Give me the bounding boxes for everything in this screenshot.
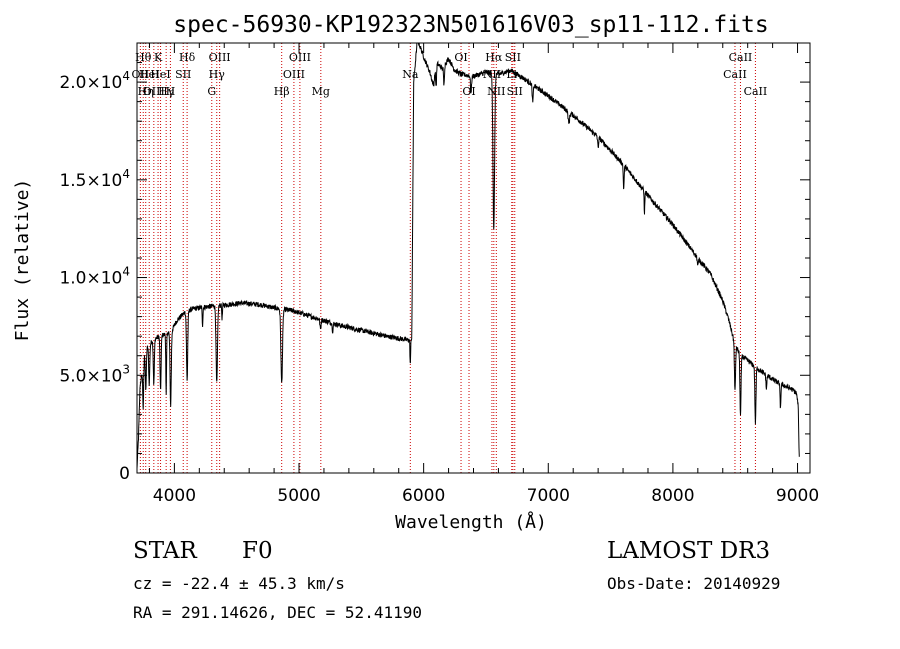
line-marker-label: OI [454,51,467,64]
line-markers [139,43,756,473]
y-tick-label: 1.5×104 [59,167,130,191]
line-marker-label: SII [505,51,521,64]
line-marker-label: CaII [729,51,753,64]
line-marker-label: Hγ [158,85,175,98]
observation-date: Obs-Date: 20140929 [607,574,781,593]
line-marker-label: OIII [209,51,231,64]
line-marker-label: Hθ [135,51,152,64]
x-tick-label: 7000 [527,486,570,506]
y-tick-mantissa: 5.0×10 [59,366,122,386]
line-marker-label: Mg [312,85,330,98]
object-class: STAR [133,538,197,564]
chart-title: spec-56930-KP192323N501616V03_sp11-112.f… [173,12,768,38]
line-marker-label: G [207,85,216,98]
spectrum-line [136,42,800,469]
line-marker-label: OIII [289,51,311,64]
line-marker-label: NII [487,85,505,98]
y-tick-label: 5.0×103 [59,362,130,386]
line-marker-label: K [154,51,163,64]
x-tick-label: 9000 [776,486,819,506]
line-marker-label: Hα [485,51,503,64]
line-marker-label: CaII [744,85,768,98]
line-marker-label: Li [506,68,517,81]
line-marker-label: OI [462,85,475,98]
line-marker-label: HeI [139,68,159,81]
y-tick-label: 0 [119,464,130,484]
x-tick-label: 5000 [277,486,320,506]
line-marker-label: Hβ [274,85,290,98]
line-marker-label: OII [132,68,150,81]
y-tick-label: 2.0×104 [59,69,130,93]
y-tick-mantissa: 1.0×10 [59,269,122,289]
y-tick-exponent: 4 [122,265,130,279]
line-marker-label: H [166,85,176,98]
line-marker-label: Hδ [179,51,196,64]
y-tick-mantissa: 0 [119,464,130,484]
line-marker-label: CaII [723,68,747,81]
line-marker-label: SII [175,68,191,81]
axis-ticks [137,42,810,474]
y-tick-mantissa: 1.5×10 [59,171,122,191]
object-subclass: F0 [242,538,273,564]
line-marker-label: OIII [143,85,165,98]
y-tick-exponent: 4 [122,69,130,83]
y-tick-exponent: 3 [122,362,130,376]
line-marker-label: Na [402,68,419,81]
line-marker-label: Hη [138,85,154,98]
line-marker-label: Hγ [209,68,226,81]
x-tick-label: 8000 [651,486,694,506]
line-marker-labels: OIIHθHηHeIOIIIKHeIHγHSIIHδGHγOIIIHβOIIIO… [132,51,768,98]
plot-frame [136,42,811,474]
y-tick-exponent: 4 [122,167,130,181]
x-axis-label: Wavelength (Å) [395,511,547,533]
x-tick-label: 6000 [402,486,445,506]
line-marker-label: SII [507,85,523,98]
y-tick-label: 1.0×104 [59,265,130,289]
y-axis-label: Flux (relative) [12,179,33,342]
line-marker-label: HeI [150,68,170,81]
survey-name: LAMOST DR3 [607,538,771,564]
y-tick-mantissa: 2.0×10 [59,73,122,93]
x-tick-labels: 4000 5000 6000 7000 8000 9000 [153,486,819,506]
redshift-velocity: cz = -22.4 ± 45.3 km/s [133,574,345,593]
coordinates: RA = 291.14626, DEC = 52.41190 [133,603,422,622]
line-marker-label: OIII [283,68,305,81]
x-tick-label: 4000 [153,486,196,506]
